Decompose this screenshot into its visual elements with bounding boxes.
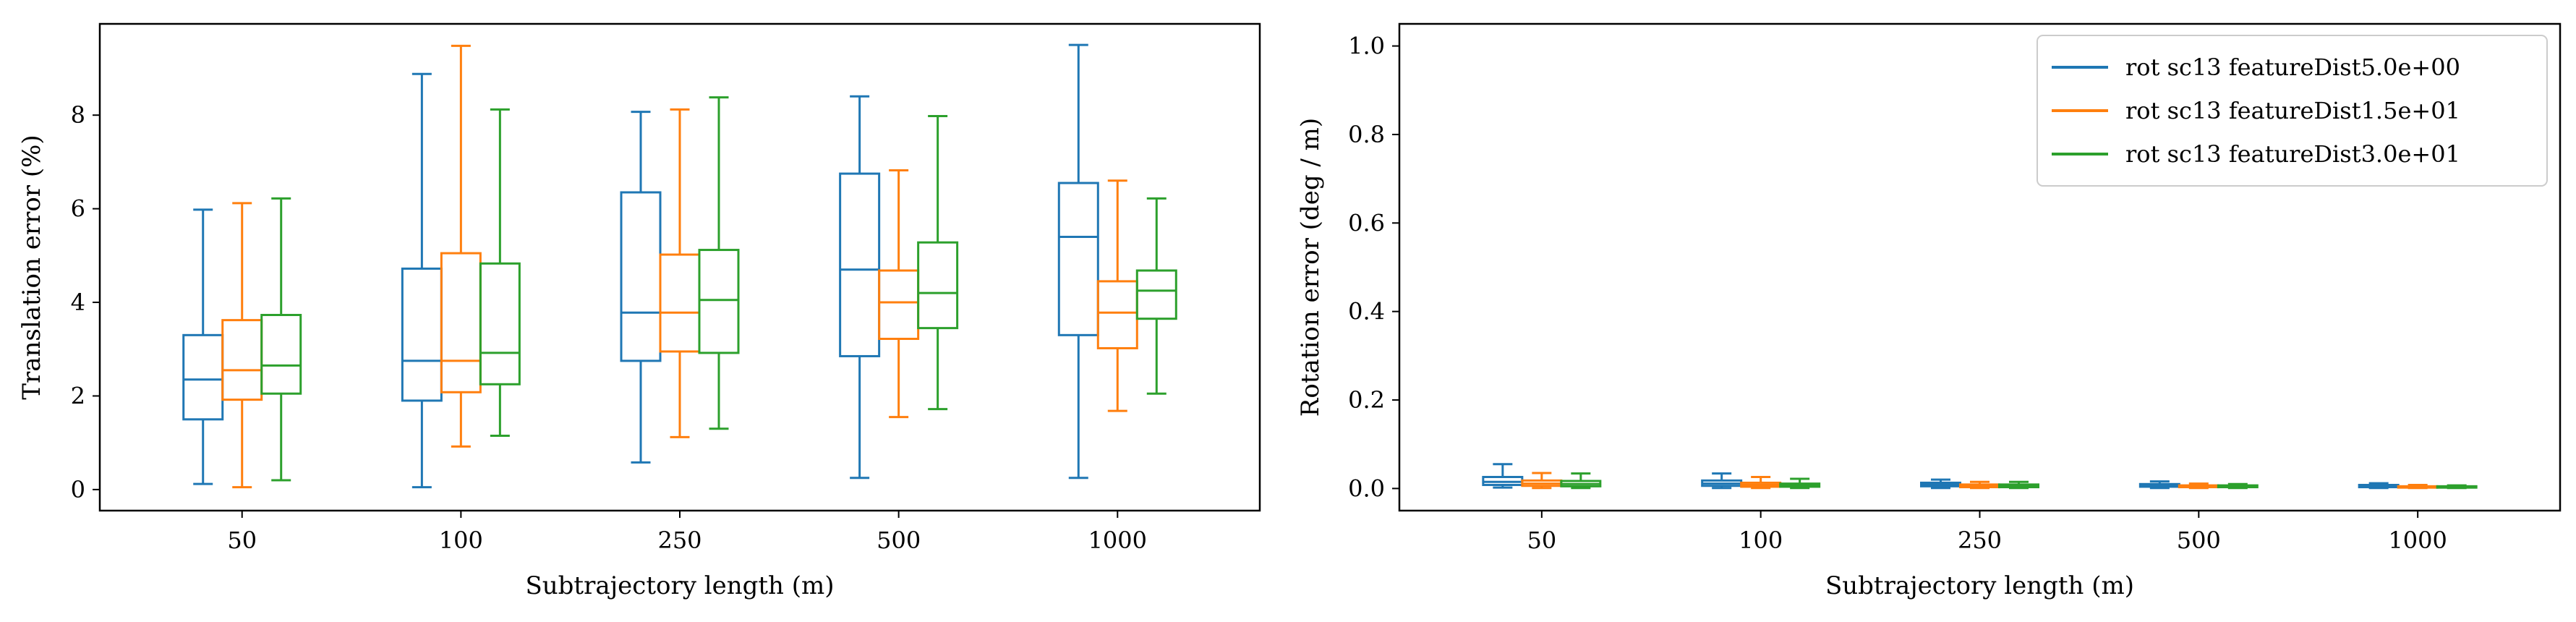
x-tick-label: 100 bbox=[1739, 527, 1783, 554]
x-tick-label: 250 bbox=[657, 527, 701, 554]
box-2-50 bbox=[1521, 472, 1563, 490]
panel-1: 0 2 4 6 8 50 100 250 500 1000 Subtrajectory length… bbox=[17, 22, 1261, 600]
axes-frame bbox=[1398, 22, 2562, 512]
y-tick-label: 4 bbox=[71, 289, 85, 316]
box-3-1000 bbox=[2436, 484, 2478, 490]
box-3-100 bbox=[1779, 477, 1821, 490]
axes-frame bbox=[98, 22, 1261, 512]
x-tick-label: 1000 bbox=[2388, 527, 2447, 554]
y-tick-label: 8 bbox=[71, 101, 85, 129]
y-tick-label: 0.2 bbox=[1348, 386, 1385, 414]
box-3-500 bbox=[917, 114, 959, 411]
legend-label: rot sc13 featureDist3.0e+01 bbox=[2125, 140, 2460, 168]
box-2-250 bbox=[1959, 480, 2000, 490]
x-tick-label: 50 bbox=[1527, 527, 1556, 554]
box-3-50 bbox=[1560, 472, 1602, 490]
box-1-500 bbox=[839, 95, 881, 480]
box-1-50 bbox=[182, 208, 224, 485]
box-body bbox=[1057, 182, 1099, 336]
box-body bbox=[698, 249, 740, 354]
y-axis-label-group: Rotation error (deg / m) bbox=[1296, 118, 1325, 417]
box-2-1000 bbox=[2397, 484, 2439, 490]
y-tick-label: 1.0 bbox=[1348, 33, 1385, 60]
box-body bbox=[620, 191, 662, 362]
box-body bbox=[440, 252, 482, 393]
box-1-50 bbox=[1482, 463, 1524, 489]
box-1-100 bbox=[1701, 472, 1743, 490]
box-2-1000 bbox=[1096, 179, 1138, 412]
y-axis-label: Rotation error (deg / m) bbox=[1296, 118, 1325, 417]
box-3-1000 bbox=[1135, 197, 1177, 395]
legend-label: rot sc13 featureDist1.5e+01 bbox=[2125, 97, 2460, 124]
legend-item-3: rot sc13 featureDist3.0e+01 bbox=[2052, 140, 2460, 168]
x-tick-label: 1000 bbox=[1088, 527, 1147, 554]
legend-item-2: rot sc13 featureDist1.5e+01 bbox=[2052, 97, 2460, 124]
box-2-50 bbox=[221, 202, 263, 489]
box-body bbox=[221, 319, 263, 401]
box-2-500 bbox=[878, 169, 920, 419]
y-tick-label: 0.4 bbox=[1348, 298, 1385, 325]
box-3-250 bbox=[1998, 480, 2039, 490]
y-tick-label: 0.6 bbox=[1348, 209, 1385, 237]
box-2-250 bbox=[659, 108, 701, 438]
box-3-500 bbox=[2217, 482, 2259, 490]
x-tick-label: 250 bbox=[1958, 527, 2002, 554]
box-body bbox=[260, 314, 302, 395]
box-2-100 bbox=[1740, 476, 1782, 490]
box-body bbox=[917, 241, 959, 330]
x-tick-label: 100 bbox=[439, 527, 483, 554]
box-1-100 bbox=[401, 72, 443, 489]
legend-item-1: rot sc13 featureDist5.0e+00 bbox=[2052, 54, 2460, 81]
box-1-250 bbox=[620, 111, 662, 464]
box-2-100 bbox=[440, 44, 482, 448]
box-body bbox=[401, 267, 443, 402]
box-body bbox=[839, 172, 881, 357]
legend-label: rot sc13 featureDist5.0e+00 bbox=[2125, 54, 2460, 81]
x-axis-label: Subtrajectory length (m) bbox=[525, 571, 834, 600]
y-axis-label: Translation error (%) bbox=[17, 135, 46, 399]
y-tick-label: 0 bbox=[71, 476, 85, 503]
box-body bbox=[1135, 269, 1177, 320]
panel-2: 0.0 0.2 0.4 0.6 0.8 1.0 50 100 250 500 1000 Subtraj… bbox=[1296, 22, 2562, 600]
y-tick-label: 0.8 bbox=[1348, 121, 1385, 148]
box-1-250 bbox=[1920, 478, 1961, 490]
box-1-500 bbox=[2138, 480, 2180, 490]
box-3-50 bbox=[260, 197, 302, 482]
y-tick-label: 0.0 bbox=[1348, 474, 1385, 502]
x-tick-label: 500 bbox=[877, 527, 921, 554]
legend: rot sc13 featureDist5.0e+00 rot sc13 feat… bbox=[2037, 35, 2548, 187]
y-axis-label-group: Translation error (%) bbox=[17, 135, 46, 399]
legend-frame bbox=[2037, 35, 2548, 187]
box-3-250 bbox=[698, 96, 740, 430]
box-body bbox=[479, 262, 521, 385]
box-1-1000 bbox=[1057, 43, 1099, 480]
y-tick-label: 2 bbox=[71, 382, 85, 409]
x-tick-label: 50 bbox=[227, 527, 257, 554]
x-tick-label: 500 bbox=[2177, 527, 2221, 554]
box-body bbox=[659, 253, 701, 353]
box-2-500 bbox=[2178, 482, 2219, 490]
box-body bbox=[1096, 280, 1138, 349]
box-1-1000 bbox=[2358, 482, 2400, 490]
box-body bbox=[182, 333, 224, 421]
box-3-100 bbox=[479, 108, 521, 437]
box-body bbox=[878, 269, 920, 341]
x-axis-label: Subtrajectory length (m) bbox=[1825, 571, 2134, 600]
y-tick-label: 6 bbox=[71, 195, 85, 223]
